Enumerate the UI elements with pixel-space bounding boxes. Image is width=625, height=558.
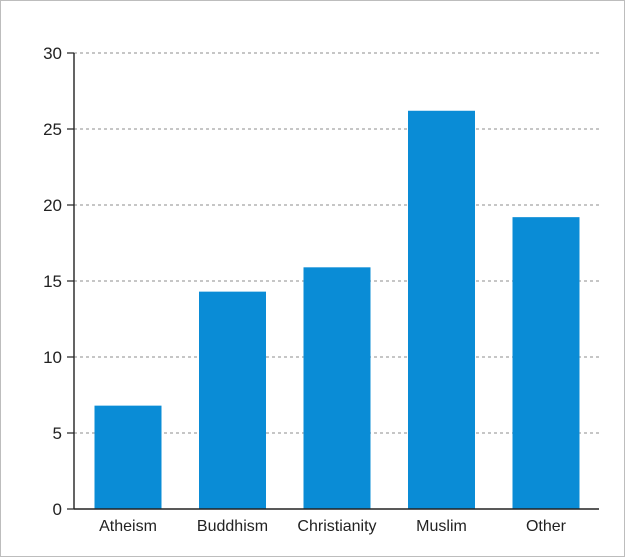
bar-buddhism	[199, 291, 266, 509]
x-tick-label-other: Other	[526, 518, 567, 535]
y-tick-label: 10	[43, 348, 62, 367]
x-tick-label-muslim: Muslim	[416, 518, 467, 535]
x-tick-label-christianity: Christianity	[297, 518, 376, 535]
y-tick-label: 5	[53, 424, 62, 443]
x-tick-label-atheism: Atheism	[99, 518, 157, 535]
y-tick-label: 25	[43, 120, 62, 139]
y-tick-label: 0	[53, 500, 62, 519]
y-tick-labels: 0 5 10 15 20 25 30	[43, 44, 74, 519]
bars	[94, 110, 580, 509]
bar-muslim	[408, 110, 475, 509]
bar-other	[512, 217, 580, 509]
x-tick-label-buddhism: Buddhism	[197, 518, 268, 535]
x-tick-labels: Atheism Buddhism Christianity Muslim Other	[99, 518, 567, 535]
y-tick-label: 15	[43, 272, 62, 291]
bar-atheism	[94, 405, 162, 509]
y-tick-label: 30	[43, 44, 62, 63]
bar-christianity	[303, 267, 371, 509]
y-tick-label: 20	[43, 196, 62, 215]
